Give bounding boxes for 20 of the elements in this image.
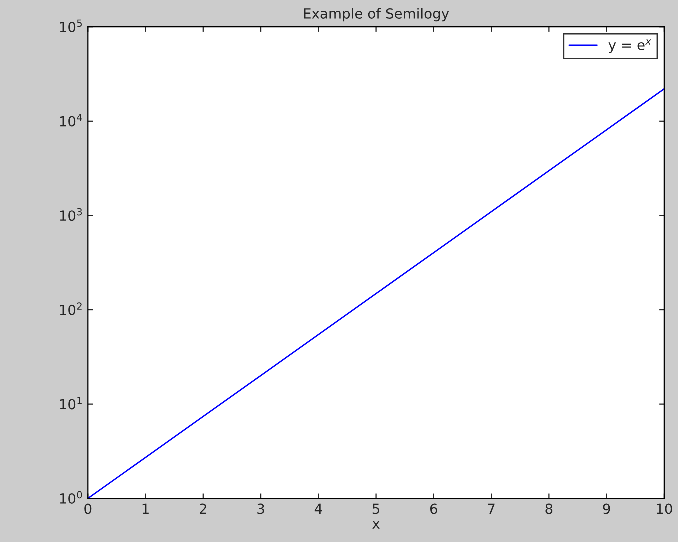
x-axis-title: x: [372, 521, 380, 529]
x-tick-label: 6: [430, 504, 438, 514]
y-tick-label: 10$^{3}$: [60, 208, 82, 222]
x-tick-label: 0: [84, 504, 92, 514]
x-tick-label: 7: [488, 504, 495, 514]
x-tick-label: 8: [546, 504, 553, 514]
y-tick-label: 10$^{0}$: [60, 491, 82, 504]
x-tick-label: 3: [258, 504, 264, 514]
x-tick-label: 4: [314, 504, 322, 514]
y-tick-label: 10$^{5}$: [60, 20, 82, 32]
y-tick-label: 10$^{2}$: [60, 302, 82, 316]
x-tick-label: 1: [142, 504, 149, 514]
chart-title: Example of Semilogy: [304, 8, 450, 22]
x-tick-label: 5: [372, 504, 380, 514]
y-tick-label: 10$^{1}$: [60, 397, 82, 410]
x-tick-label: 10: [657, 504, 672, 514]
y-tick-label: 10$^{4}$: [60, 114, 82, 127]
x-tick-label: 2: [200, 504, 206, 514]
legend-label: y = e$^{x}$: [608, 40, 652, 54]
x-tick-label: 9: [603, 504, 610, 514]
